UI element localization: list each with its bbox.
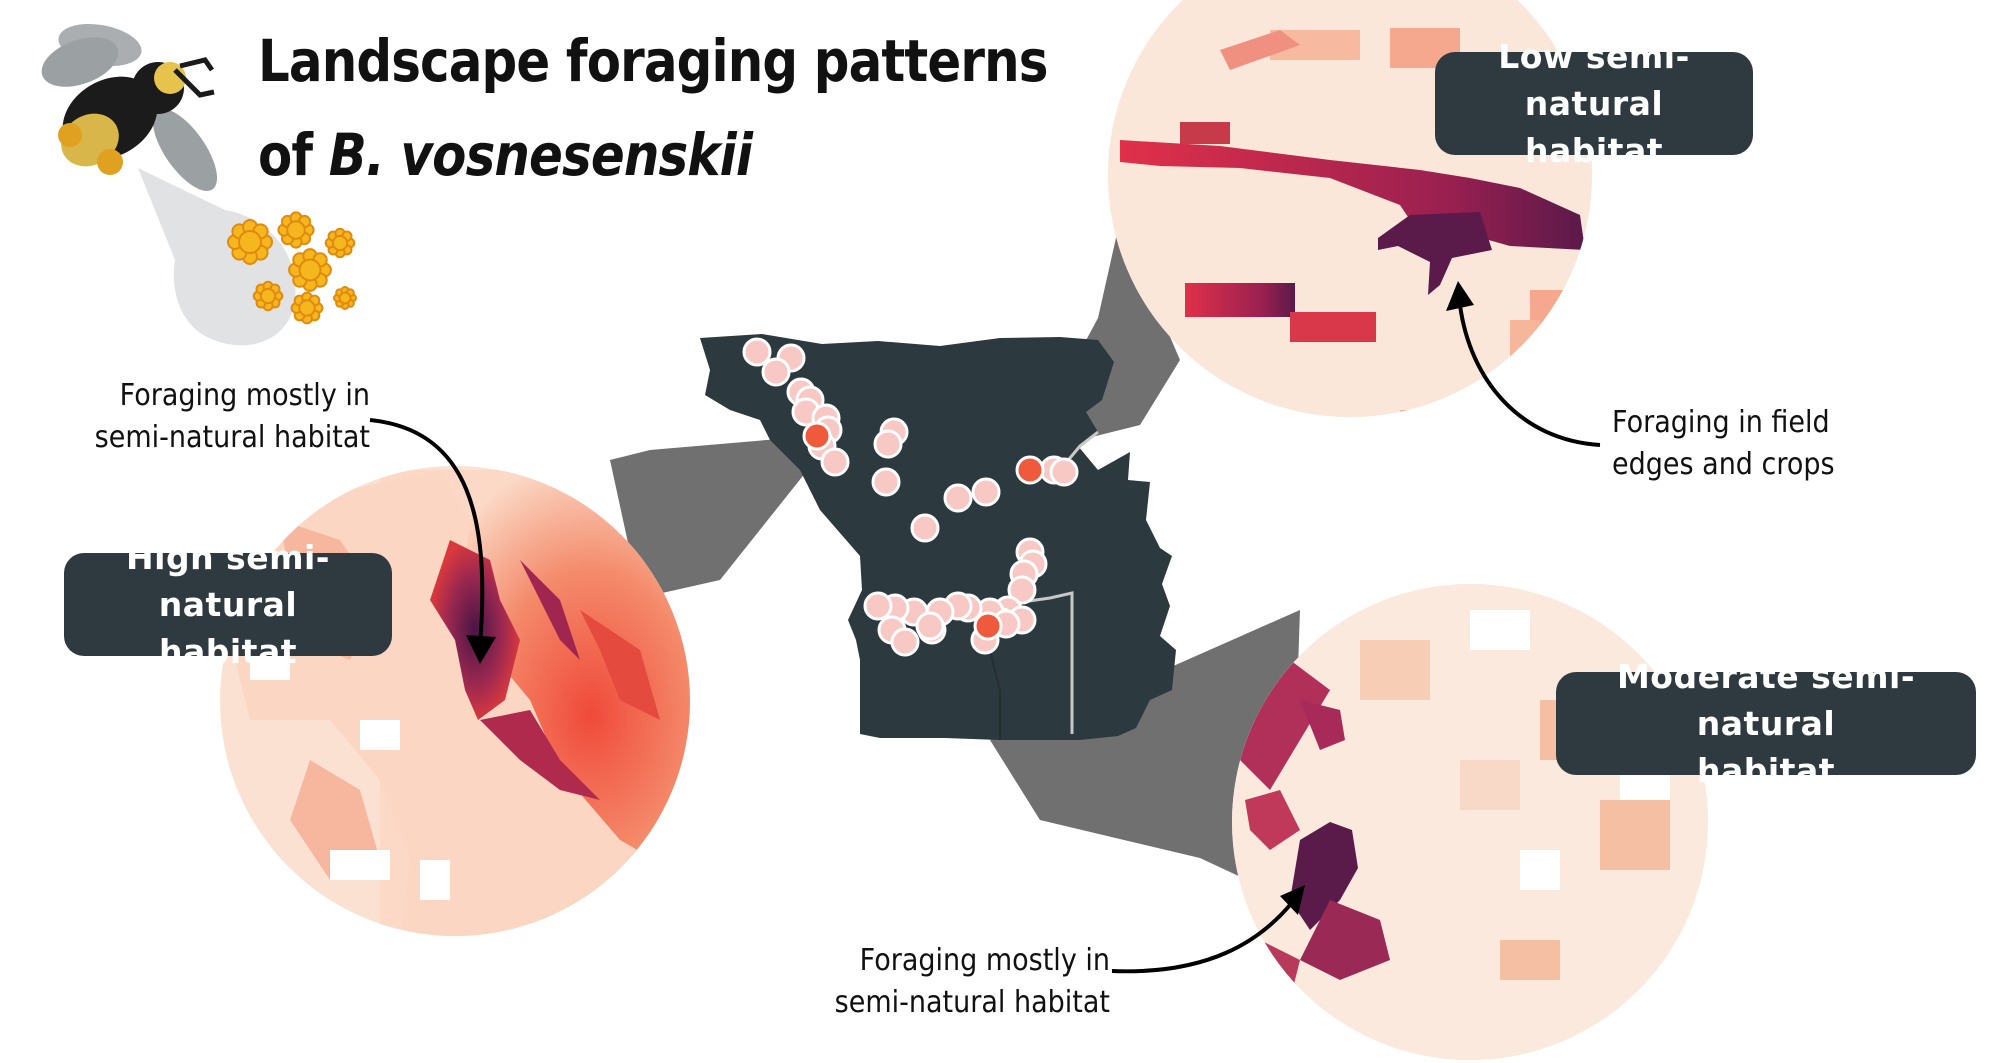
annotation-low-habitat: Foraging in field edges and crops xyxy=(1612,405,1835,482)
pollen-grain xyxy=(286,220,306,240)
pollen-grains xyxy=(227,211,357,325)
annotation-arrows xyxy=(369,304,1601,974)
sampling-sites xyxy=(742,337,1079,657)
sampling-site-point xyxy=(863,591,893,621)
sampling-site-point xyxy=(820,447,850,477)
connector-high xyxy=(610,438,806,598)
sampling-site-point xyxy=(943,483,973,513)
sampling-site-point xyxy=(890,627,920,657)
sampling-site-point xyxy=(1049,457,1079,487)
pollen-grain xyxy=(259,287,277,305)
arrow-high-habitat xyxy=(369,418,485,646)
arrow-low-habitat xyxy=(1458,304,1601,447)
sampling-site-point xyxy=(1007,575,1037,605)
sampling-site-point xyxy=(910,513,940,543)
page-title: Landscape foraging patterns of B. vosnes… xyxy=(258,14,1048,202)
annotation-high-habitat: Foraging mostly in semi-natural habitat xyxy=(94,378,370,455)
title-line-2: of B. vosnesenskii xyxy=(258,108,1048,202)
sampling-site-point xyxy=(915,611,945,641)
pollen-grain xyxy=(298,258,322,282)
pollen-grain xyxy=(298,299,316,317)
sampling-site-point xyxy=(761,357,791,387)
focal-site-point xyxy=(1015,455,1045,485)
label-moderate-habitat: Moderate semi-natural habitat xyxy=(1556,657,1976,790)
title-line-1: Landscape foraging patterns xyxy=(258,27,1048,95)
pollen-grain xyxy=(338,291,352,305)
arrow-heads xyxy=(466,281,1474,915)
species-name: B. vosnesenskii xyxy=(328,121,753,189)
pollen-grain xyxy=(331,234,349,252)
bumblebee-icon xyxy=(41,23,357,346)
sampling-site-point xyxy=(873,429,903,459)
focal-site-point xyxy=(973,611,1003,641)
focal-site-point xyxy=(802,421,832,451)
sampling-site-point xyxy=(971,477,1001,507)
sampling-site-point xyxy=(742,337,772,367)
arrow-moderate-habitat xyxy=(1111,903,1292,974)
annotation-moderate-habitat: Foraging mostly in semi-natural habitat xyxy=(834,943,1110,1020)
connector-moderate xyxy=(990,610,1300,900)
title-prefix: of xyxy=(258,121,329,189)
label-low-habitat: Low semi-natural habitat xyxy=(1435,37,1753,170)
sampling-site-point xyxy=(871,467,901,497)
label-high-habitat: High semi-natural habitat xyxy=(64,538,392,671)
pollen-grain xyxy=(238,230,262,254)
